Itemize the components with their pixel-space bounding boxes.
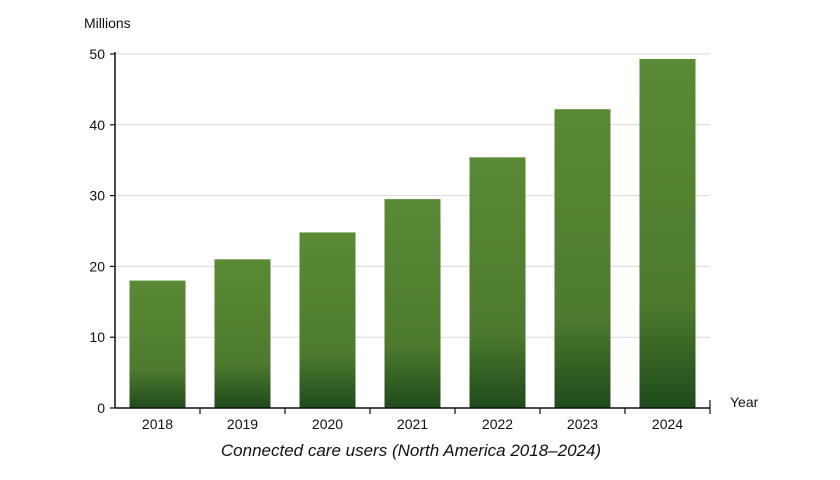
axes <box>110 52 711 414</box>
y-tick-label: 20 <box>89 258 105 274</box>
x-axis-title: Year <box>730 394 759 410</box>
bar-2021 <box>384 199 441 408</box>
bar-2019 <box>214 259 271 408</box>
x-tick-label: 2020 <box>312 416 343 432</box>
y-tick-label: 50 <box>89 46 105 62</box>
y-tick-label: 40 <box>89 117 105 133</box>
y-tick-label: 0 <box>97 400 105 416</box>
x-tick-label: 2023 <box>567 416 598 432</box>
gridlines <box>115 53 710 338</box>
bar-2020 <box>299 232 356 408</box>
x-tick-label: 2018 <box>142 416 173 432</box>
bar-2023 <box>554 109 611 408</box>
tick-labels: 0 10 20 30 40 50 2018 2019 2020 2021 2022 2023 2024 <box>89 46 683 432</box>
bar-2024 <box>639 58 696 409</box>
chart-caption: Connected care users (North America 2018… <box>221 441 601 460</box>
y-axis-title: Millions <box>84 15 131 31</box>
x-tick-label: 2022 <box>482 416 513 432</box>
y-tick-label: 30 <box>89 188 105 204</box>
x-tick-label: 2019 <box>227 416 258 432</box>
bars <box>129 58 696 409</box>
x-tick-label: 2024 <box>652 416 683 432</box>
bar-2022 <box>469 157 526 408</box>
y-tick-label: 10 <box>89 329 105 345</box>
x-tick-label: 2021 <box>397 416 428 432</box>
bar-2018 <box>129 280 186 408</box>
